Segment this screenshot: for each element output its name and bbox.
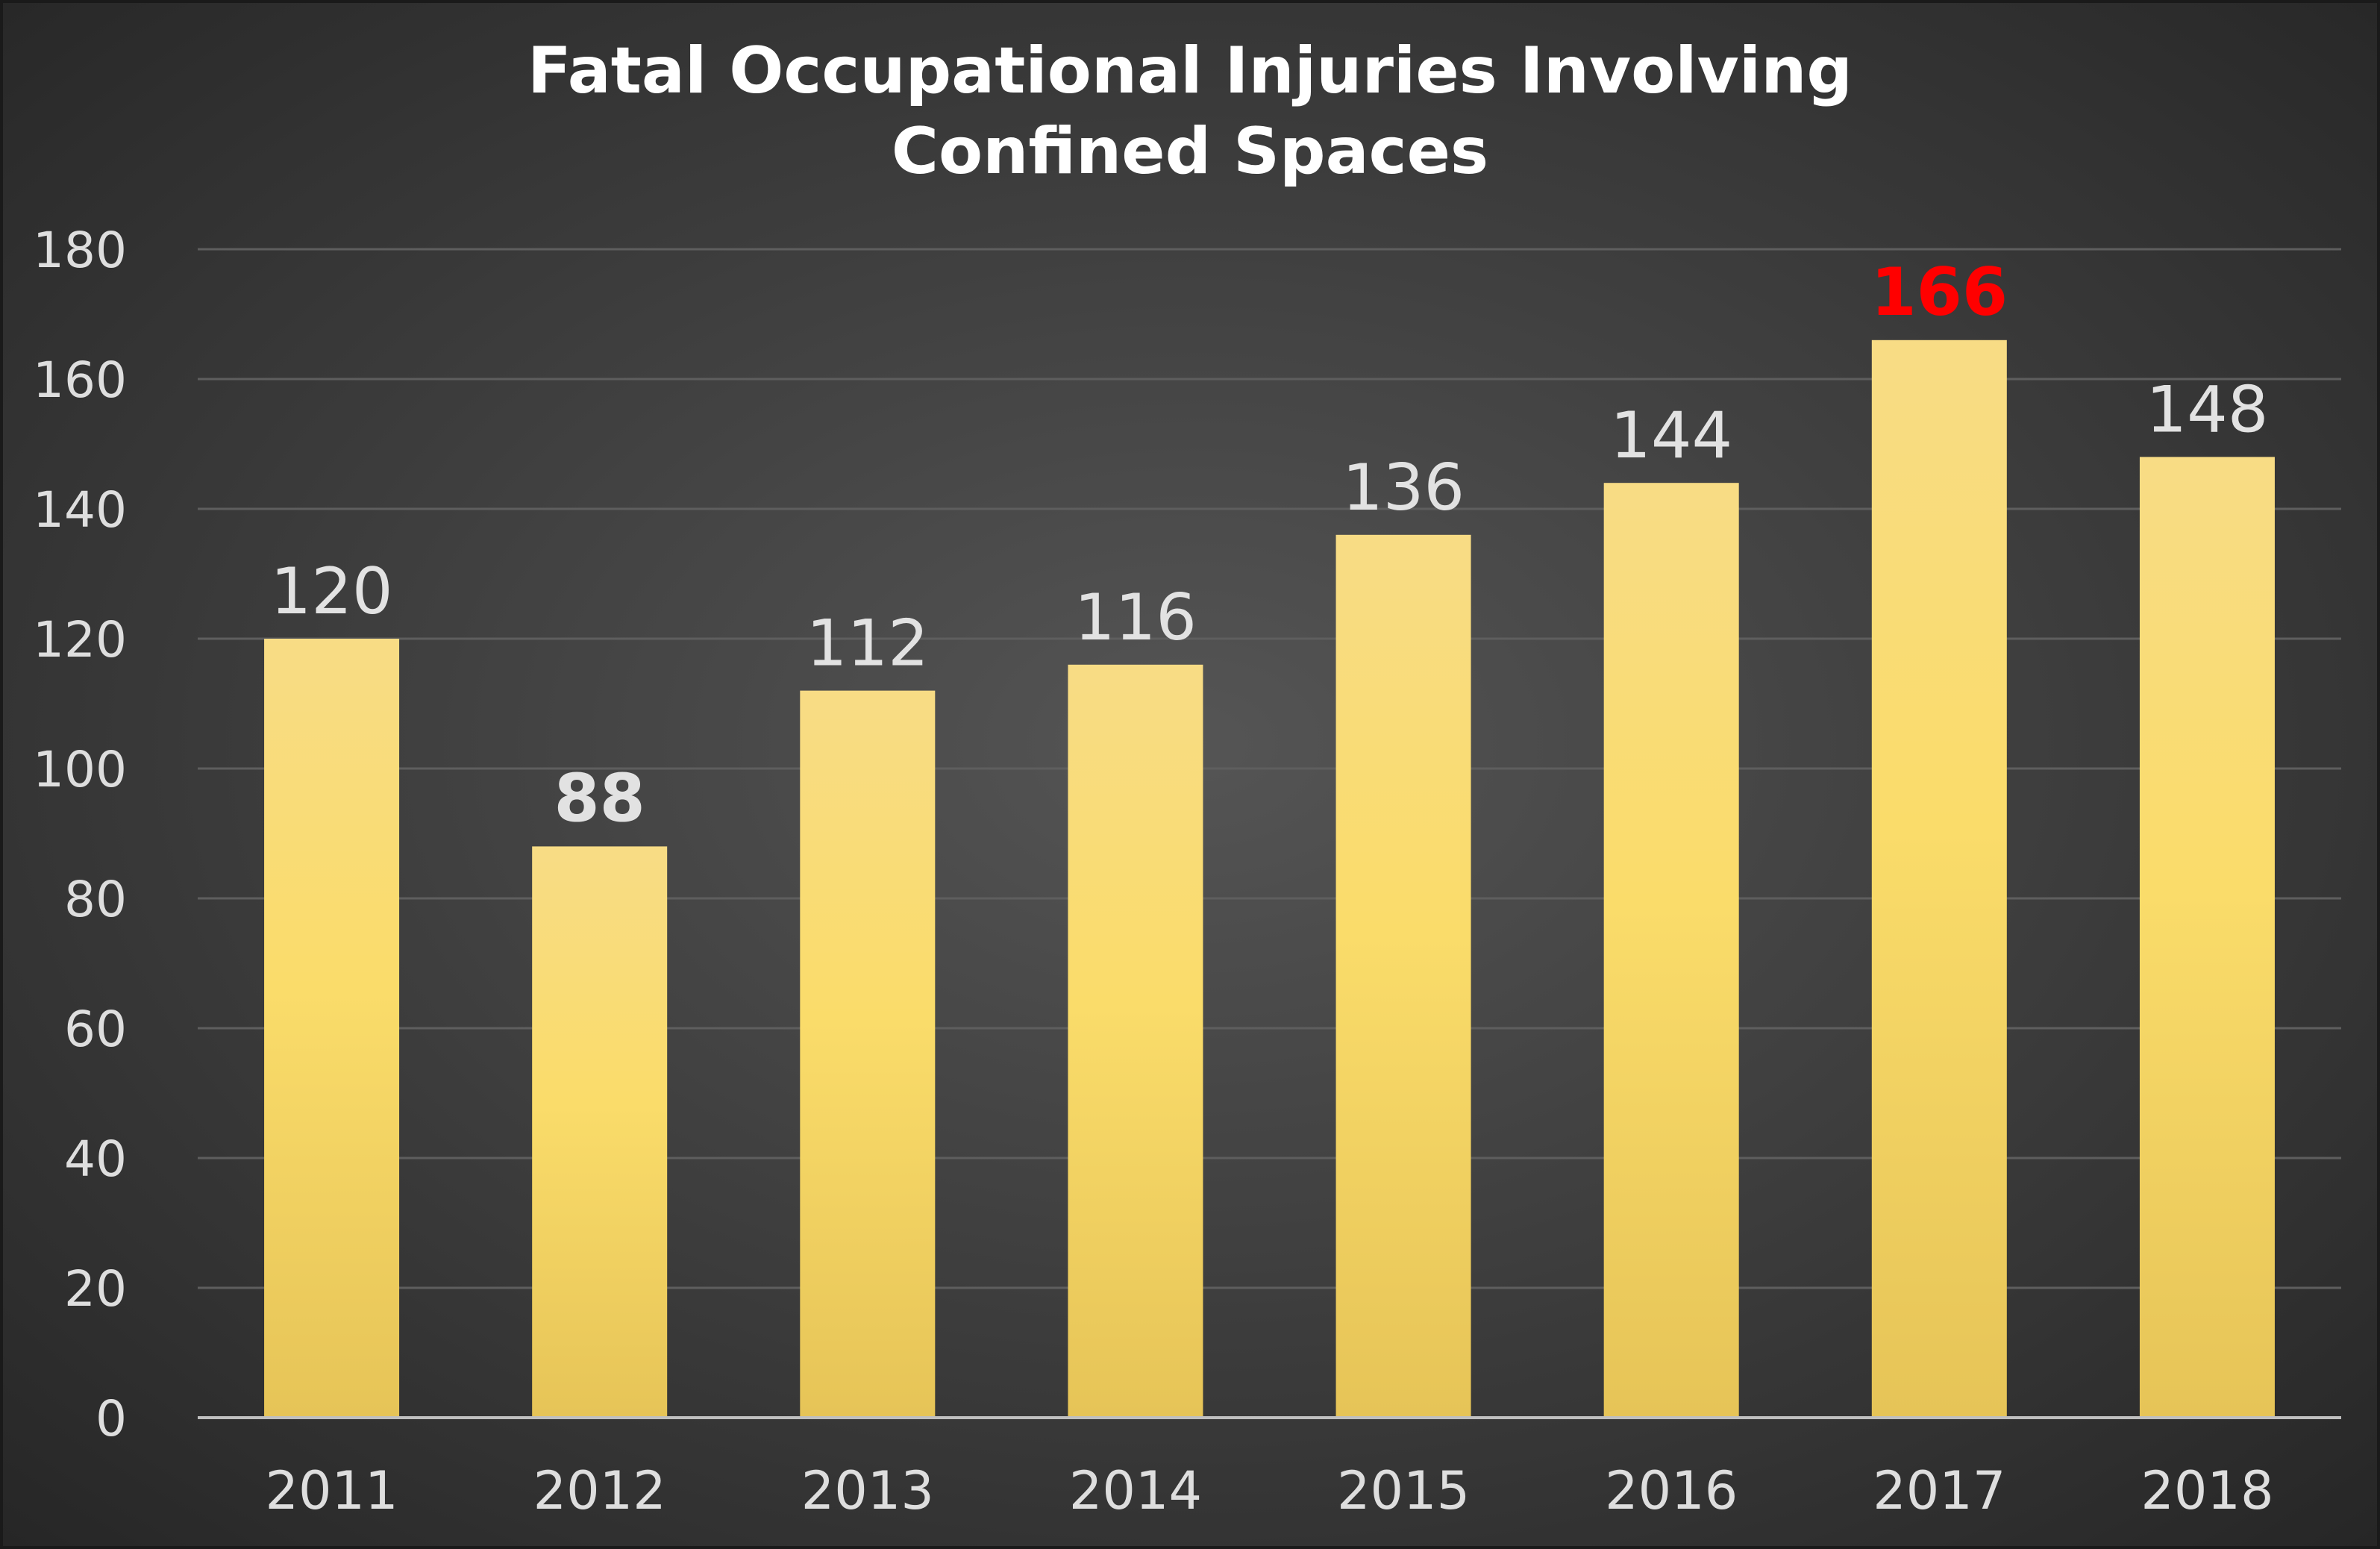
y-tick-label: 20 [64, 1260, 127, 1318]
y-tick-label: 0 [95, 1390, 127, 1448]
data-label: 112 [807, 607, 929, 681]
data-label: 136 [1342, 451, 1465, 525]
x-axis-ticks: 2011 2012 2013 2014 2015 2016 2017 2018 [265, 1460, 2273, 1521]
data-label: 144 [1610, 398, 1732, 473]
y-axis-ticks: 0 20 40 60 80 100 120 140 160 180 [33, 222, 127, 1448]
bars [264, 339, 2275, 1418]
x-tick-label: 2013 [801, 1460, 934, 1521]
x-tick-label: 2018 [2141, 1460, 2273, 1521]
data-label: 148 [2146, 372, 2268, 447]
x-tick-label: 2016 [1605, 1460, 1738, 1521]
bar-2013 [800, 690, 936, 1418]
data-label: 120 [270, 554, 392, 629]
bar-2018 [2139, 457, 2275, 1418]
data-label: 116 [1074, 581, 1197, 655]
y-tick-label: 100 [33, 741, 127, 798]
bar-2017 [1871, 339, 2007, 1418]
data-label: 88 [554, 760, 645, 836]
y-tick-label: 180 [33, 222, 127, 279]
y-tick-label: 140 [33, 481, 127, 539]
bar-2015 [1335, 534, 1471, 1418]
bar-2014 [1068, 664, 1203, 1418]
bar-2016 [1603, 483, 1739, 1418]
bar-2012 [532, 846, 668, 1418]
x-tick-label: 2017 [1873, 1460, 2005, 1521]
y-tick-label: 80 [64, 871, 127, 928]
x-tick-label: 2012 [533, 1460, 666, 1521]
bar-2011 [264, 639, 400, 1418]
y-tick-label: 40 [64, 1130, 127, 1188]
x-tick-label: 2014 [1069, 1460, 1202, 1521]
y-tick-label: 60 [64, 1001, 127, 1058]
chart-title-line-2: Confined Spaces [892, 114, 1488, 189]
data-label: 166 [1870, 254, 2008, 331]
chart-title-line-1: Fatal Occupational Injuries Involving [527, 34, 1853, 108]
x-tick-label: 2015 [1337, 1460, 1470, 1521]
x-tick-label: 2011 [265, 1460, 398, 1521]
y-tick-label: 120 [33, 611, 127, 669]
data-labels: 120 88 112 116 136 144 166 148 [270, 254, 2268, 837]
y-tick-label: 160 [33, 351, 127, 409]
